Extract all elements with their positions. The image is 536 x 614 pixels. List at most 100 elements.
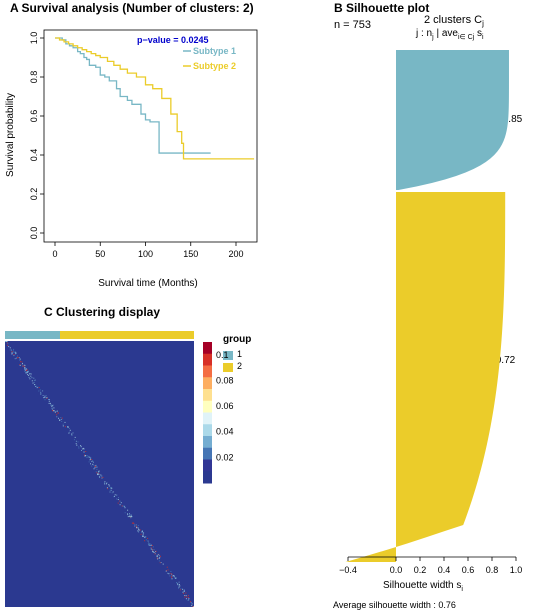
- heatmap-cell: [114, 494, 116, 496]
- heatmap-cell: [20, 361, 22, 363]
- heatmap-cell: [85, 451, 87, 452]
- heatmap-cell: [85, 456, 87, 458]
- colorbar-segment: [203, 377, 212, 390]
- heatmap-cell: [75, 440, 77, 442]
- heatmap-cell: [33, 377, 35, 379]
- panel-a-title: A Survival analysis (Number of clusters:…: [10, 1, 254, 15]
- heatmap-cell: [72, 432, 74, 434]
- heatmap-cell: [149, 544, 151, 546]
- heatmap-cell: [185, 595, 187, 597]
- heatmap-cell: [38, 390, 40, 392]
- heatmap-cell: [56, 416, 58, 418]
- heatmap-cell: [39, 389, 41, 391]
- silhouette-header-line2: j : nj | avei∈ Cj si: [416, 28, 484, 41]
- heatmap-cell: [59, 420, 61, 421]
- header2-d: i∈ Cj: [457, 34, 475, 41]
- heatmap-cell: [49, 402, 51, 404]
- heatmap-cell: [94, 467, 96, 469]
- heatmap-cell: [36, 385, 37, 387]
- heatmap-cell: [108, 485, 110, 487]
- heatmap-cell: [34, 379, 36, 381]
- heatmap-cell: [75, 443, 77, 445]
- silhouette-xtick-label: 0.0: [390, 565, 403, 575]
- heatmap-colorbar: 0.02 0.04 0.06 0.08 0.1: [203, 342, 234, 484]
- heatmap-cell: [51, 407, 53, 409]
- heatmap-cell: [44, 399, 46, 401]
- heatmap-cell: [53, 407, 55, 409]
- heatmap-cell: [144, 540, 146, 542]
- group-bar-1: [5, 331, 60, 339]
- heatmap-cell: [145, 536, 147, 538]
- heatmap-cell: [77, 441, 79, 443]
- heatmap-cell: [144, 536, 146, 538]
- heatmap-cell: [178, 586, 180, 588]
- heatmap-cell: [102, 476, 104, 478]
- heatmap-cell: [15, 353, 17, 355]
- heatmap-cell: [83, 451, 85, 453]
- heatmap-cell: [171, 575, 173, 577]
- heatmap-cell: [167, 569, 169, 571]
- heatmap-cell: [127, 509, 129, 511]
- heatmap-cell: [7, 343, 9, 345]
- heatmap-cell: [96, 468, 98, 470]
- heatmap-cell: [138, 529, 140, 531]
- heatmap-cell: [185, 595, 187, 597]
- heatmap-cell: [61, 418, 63, 420]
- header2-a: j : n: [416, 28, 433, 39]
- heatmap-cell: [143, 532, 145, 534]
- heatmap-cell: [117, 499, 119, 500]
- heatmap-cell: [83, 447, 85, 449]
- heatmap-cell: [74, 436, 76, 438]
- heatmap-cell: [133, 523, 135, 525]
- heatmap-cell: [13, 348, 15, 350]
- heatmap-cell: [22, 365, 24, 367]
- survival-ytick-label: 0.4: [29, 149, 39, 162]
- heatmap-cell: [48, 399, 49, 400]
- heatmap-cell: [150, 544, 152, 546]
- survival-ytick-label: 0.6: [29, 110, 39, 123]
- heatmap-cell: [9, 349, 11, 351]
- header2-b: j: [432, 34, 434, 41]
- heatmap-cell: [56, 410, 58, 412]
- heatmap-cell: [167, 572, 169, 574]
- heatmap-cell: [109, 489, 111, 491]
- heatmap-cell: [17, 357, 19, 358]
- heatmap-cell: [54, 411, 56, 413]
- heatmap-cell: [183, 592, 185, 594]
- heatmap-cell: [166, 566, 168, 568]
- colorbar-tick-label: 0.08: [216, 375, 234, 385]
- legend-subtype-1: Subtype 1: [193, 46, 236, 56]
- heatmap-cell: [185, 592, 187, 594]
- silhouette-xtick-label: 1.0: [510, 565, 523, 575]
- heatmap-cell: [98, 472, 100, 474]
- heatmap-cell: [156, 557, 158, 559]
- heatmap-cell: [31, 380, 33, 382]
- heatmap-cell: [171, 575, 173, 577]
- heatmap-cell: [42, 395, 44, 396]
- heatmap-cell: [119, 504, 121, 506]
- heatmap-cell: [60, 417, 62, 418]
- silhouette-xtick-label: 0.4: [438, 565, 451, 575]
- heatmap-cell: [93, 464, 94, 466]
- heatmap-cell: [36, 387, 38, 389]
- heatmap-cell: [83, 448, 85, 450]
- heatmap-cell: [78, 446, 80, 448]
- heatmap-cell: [22, 362, 23, 364]
- header2-c: | ave: [433, 28, 458, 39]
- heatmap-cell: [138, 528, 140, 530]
- heatmap-cell: [24, 368, 25, 370]
- heatmap-cell: [172, 575, 174, 577]
- heatmap-cell: [25, 370, 27, 371]
- heatmap-cell: [13, 355, 15, 357]
- heatmap-cell: [90, 457, 92, 459]
- legend-subtype-2: Subtype 2: [193, 61, 236, 71]
- heatmap-cell: [130, 517, 132, 519]
- heatmap-cell: [24, 369, 26, 371]
- colorbar-tick-label: 0.06: [216, 401, 234, 411]
- heatmap-cell: [131, 516, 133, 518]
- heatmap-cell: [97, 473, 98, 475]
- heatmap-cell: [176, 582, 177, 583]
- heatmap-cell: [19, 364, 21, 365]
- heatmap-cell: [142, 533, 144, 535]
- survival-curve-1: [55, 37, 211, 154]
